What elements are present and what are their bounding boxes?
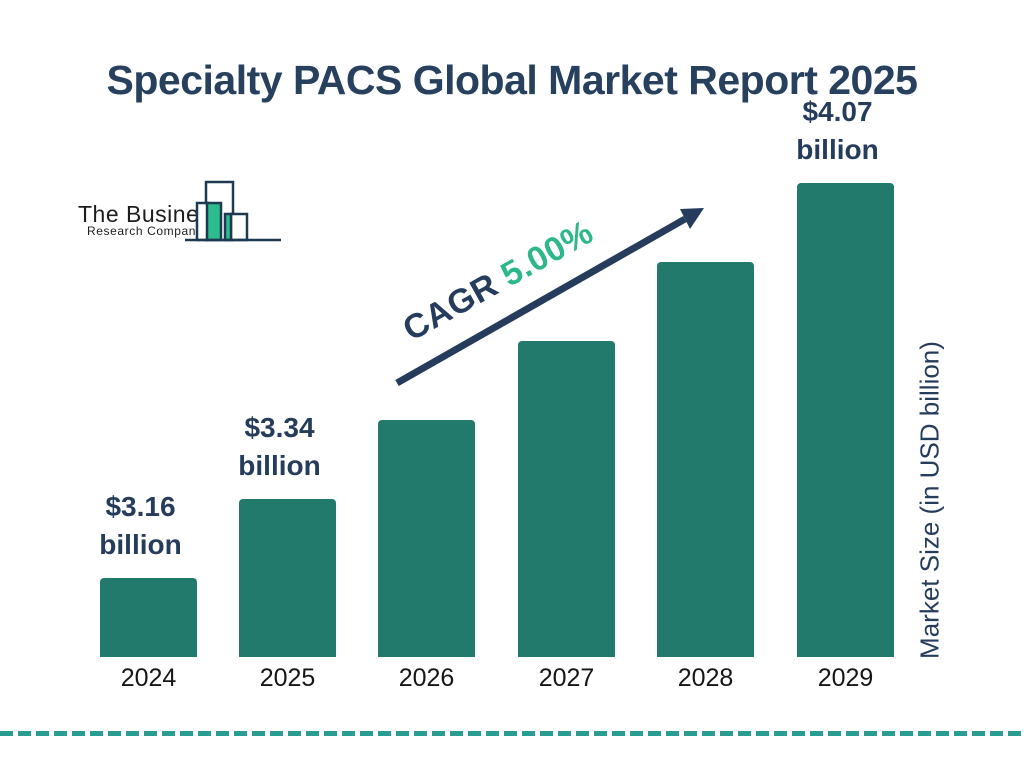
data-label-2025: $3.34 billion <box>238 412 321 481</box>
bottom-dashed-divider <box>0 731 1024 736</box>
bar-2026 <box>378 420 475 657</box>
y-axis-label: Market Size (in USD billion) <box>914 341 945 659</box>
data-label-2029: $4.07 billion <box>796 96 879 165</box>
x-tick-2024: 2024 <box>120 664 177 692</box>
bar-2025 <box>239 499 336 657</box>
bar-2027 <box>518 341 615 657</box>
x-tick-2029: 2029 <box>817 664 874 692</box>
page-title: Specialty PACS Global Market Report 2025 <box>106 57 918 104</box>
x-tick-2028: 2028 <box>677 664 734 692</box>
x-tick-2026: 2026 <box>398 664 455 692</box>
x-tick-2025: 2025 <box>259 664 316 692</box>
data-label-2024: $3.16 billion <box>99 491 182 560</box>
bar-2028 <box>657 262 754 657</box>
bar-chart-logo-icon <box>185 180 281 242</box>
x-tick-2027: 2027 <box>538 664 595 692</box>
bar-2029 <box>797 183 894 657</box>
logo-text-secondary: Research Company <box>87 224 203 238</box>
bar-2024 <box>100 578 197 657</box>
